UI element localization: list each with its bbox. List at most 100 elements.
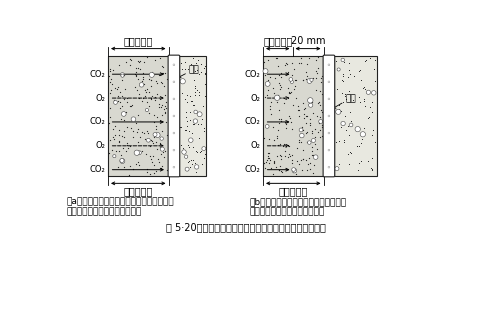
Point <box>366 105 373 110</box>
Point <box>277 156 285 161</box>
Point <box>280 100 288 106</box>
Point <box>283 61 290 67</box>
Point <box>201 71 209 76</box>
Point <box>290 87 298 92</box>
Text: CO₂: CO₂ <box>245 165 261 174</box>
Circle shape <box>319 119 323 123</box>
Point <box>295 137 302 142</box>
Point <box>367 165 374 170</box>
Point <box>150 112 157 117</box>
Point <box>282 121 290 127</box>
Point <box>156 141 164 146</box>
Point <box>178 90 186 95</box>
Point <box>192 89 199 94</box>
Point <box>120 117 128 122</box>
Point <box>106 137 114 143</box>
Point <box>107 106 114 111</box>
Point <box>318 109 326 114</box>
Point <box>303 167 311 173</box>
Point <box>144 108 151 113</box>
Point <box>273 133 281 138</box>
Circle shape <box>173 64 175 66</box>
Point <box>339 73 347 78</box>
Point <box>269 171 276 176</box>
Point <box>152 58 159 63</box>
Point <box>309 130 316 135</box>
Point <box>341 113 348 118</box>
Point <box>306 167 313 172</box>
Circle shape <box>275 95 280 100</box>
Circle shape <box>120 158 124 163</box>
Point <box>106 114 114 119</box>
Circle shape <box>121 74 124 77</box>
Point <box>162 99 169 105</box>
Circle shape <box>173 98 175 100</box>
Point <box>118 77 126 83</box>
Point <box>158 81 166 86</box>
Point <box>353 143 360 149</box>
Point <box>261 95 269 100</box>
Point <box>120 112 128 117</box>
Point <box>158 71 166 76</box>
Point <box>139 71 147 76</box>
Point <box>335 106 343 112</box>
Point <box>315 121 323 126</box>
Point <box>140 95 147 101</box>
Point <box>202 81 209 86</box>
Point <box>277 168 285 173</box>
Point <box>187 117 194 122</box>
Point <box>130 166 137 171</box>
Point <box>310 153 317 158</box>
Point <box>303 139 311 144</box>
Point <box>181 60 189 65</box>
Point <box>152 78 160 83</box>
Point <box>363 88 371 93</box>
Circle shape <box>292 168 296 171</box>
Point <box>299 156 307 162</box>
Circle shape <box>173 81 175 83</box>
Point <box>149 140 157 145</box>
Point <box>283 126 290 131</box>
Bar <box>108 56 168 176</box>
Point <box>126 164 133 169</box>
Point <box>158 102 166 107</box>
Point <box>266 74 274 80</box>
Point <box>133 129 141 134</box>
Point <box>338 90 346 95</box>
Point <box>201 126 208 131</box>
Point <box>356 94 363 100</box>
Point <box>148 160 156 165</box>
Point <box>288 126 296 131</box>
Text: CO₂: CO₂ <box>90 117 106 126</box>
Point <box>132 151 140 156</box>
Point <box>157 165 165 171</box>
Point <box>193 67 201 72</box>
Point <box>290 67 298 72</box>
Point <box>202 64 209 69</box>
Point <box>176 124 184 129</box>
Point <box>136 135 144 140</box>
Point <box>349 97 357 103</box>
Point <box>318 125 325 130</box>
Point <box>182 109 190 114</box>
Point <box>365 159 372 164</box>
Point <box>156 133 163 138</box>
Point <box>277 74 285 79</box>
Point <box>190 121 198 126</box>
Circle shape <box>341 58 345 62</box>
Point <box>345 132 352 137</box>
Circle shape <box>312 138 315 142</box>
Point <box>317 79 325 85</box>
Point <box>150 163 158 168</box>
Point <box>332 59 340 64</box>
Point <box>282 61 290 66</box>
Point <box>116 99 124 105</box>
Point <box>189 122 197 127</box>
Point <box>260 136 268 141</box>
Point <box>293 158 301 164</box>
Point <box>353 144 361 149</box>
Point <box>158 113 166 118</box>
Point <box>318 107 325 112</box>
Point <box>109 126 117 132</box>
Point <box>285 152 292 157</box>
